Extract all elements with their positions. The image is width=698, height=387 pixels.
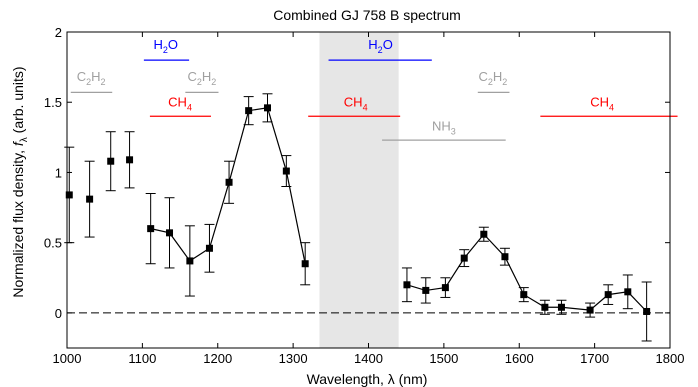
data-point (225, 178, 233, 186)
data-point (520, 291, 528, 299)
x-tick-label: 1500 (429, 351, 458, 366)
y-axis-label-sub: λ (19, 137, 30, 142)
data-point (186, 257, 194, 265)
data-point (166, 229, 174, 237)
x-tick-label: 1300 (279, 351, 308, 366)
x-tick-label: 1600 (505, 351, 534, 366)
annotation-label: C2H2 (188, 69, 217, 87)
data-point (422, 286, 430, 294)
x-tick-label: 1400 (354, 351, 383, 366)
axis-ticks: 1000 1100 1200 1300 1400 1500 1600 1700 1800 0 0.5… (44, 25, 685, 366)
data-point (147, 225, 155, 233)
data-point (301, 260, 309, 268)
x-tick-label: 1000 (53, 351, 82, 366)
annotation-label: NH3 (432, 118, 456, 136)
data-point (126, 156, 134, 164)
annotation-label: H2O (153, 37, 178, 55)
y-tick-label: 2 (55, 25, 62, 40)
x-tick-label: 1800 (656, 351, 685, 366)
y-tick-label: 0.5 (44, 236, 62, 251)
annotation-label: H2O (368, 37, 393, 55)
y-tick-label: 1.5 (44, 95, 62, 110)
data-point (86, 195, 94, 203)
data-point (245, 107, 253, 115)
data-point (586, 306, 594, 314)
data-point (624, 288, 632, 296)
data-point (107, 157, 115, 165)
data-point (541, 303, 549, 311)
data-point (65, 191, 73, 199)
shaded-region (319, 32, 399, 348)
y-axis-label-main: Normalized flux density, (10, 146, 26, 297)
data-series (64, 93, 652, 342)
y-axis-label-unit: (arb. units) (10, 66, 26, 137)
data-point (441, 284, 449, 292)
molecule-annotations: H2O H2O C2H2 C2H2 C2H2 CH4 CH4 CH4 NH3 (70, 37, 678, 141)
data-point (480, 230, 488, 238)
y-axis-label-f: f (10, 140, 26, 146)
data-point (604, 291, 612, 299)
annotation-label: CH4 (344, 94, 368, 112)
series-line (150, 107, 306, 264)
series-line (406, 233, 648, 312)
data-point (403, 281, 411, 289)
data-point (460, 254, 468, 262)
chart-title: Combined GJ 758 B spectrum (273, 7, 461, 23)
data-point (557, 303, 565, 311)
data-point (643, 307, 651, 315)
data-point (501, 253, 509, 261)
annotation-label: CH4 (590, 94, 614, 112)
x-tick-label: 1100 (128, 351, 156, 366)
y-tick-label: 1 (55, 165, 62, 180)
x-tick-label: 1200 (203, 351, 232, 366)
annotation-label: C2H2 (478, 69, 507, 87)
data-point (282, 167, 290, 175)
x-axis-label: Wavelength, λ (nm) (307, 371, 428, 387)
y-axis-label: Normalized flux density, fλ (arb. units) (10, 66, 30, 297)
data-point (205, 244, 213, 252)
annotation-label: CH4 (168, 94, 192, 112)
data-point (263, 104, 271, 112)
x-tick-label: 1700 (580, 351, 609, 366)
y-tick-label: 0 (55, 306, 62, 321)
annotation-label: C2H2 (77, 69, 106, 87)
